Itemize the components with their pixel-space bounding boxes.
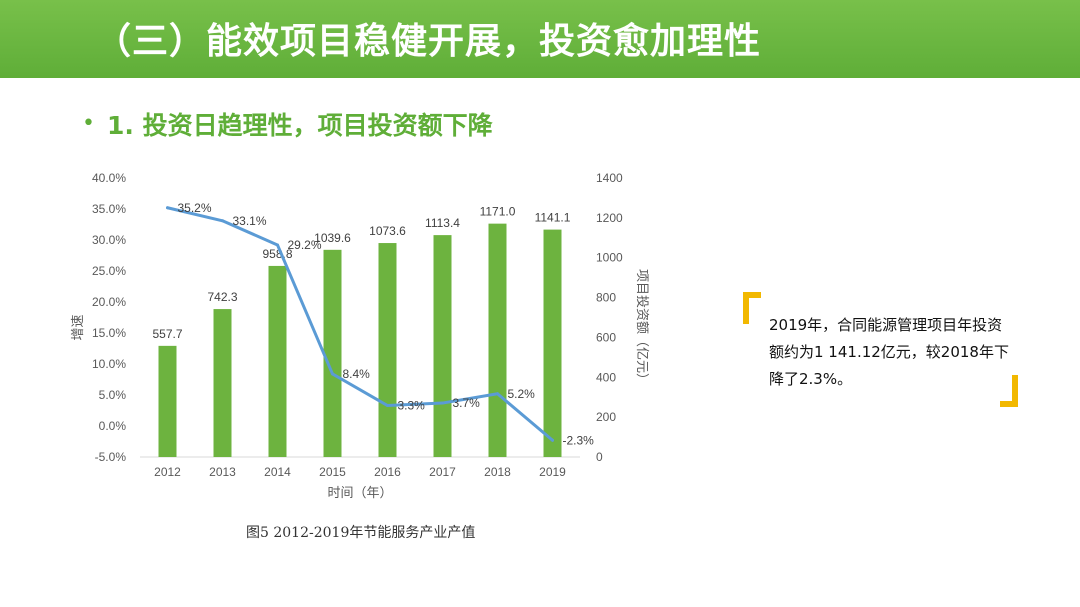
left-axis-tick-label: 10.0% (92, 357, 126, 371)
bar-value-label: 1141.1 (535, 211, 571, 225)
chart-container: -5.0% 0.0% 5.0% 10.0% 15.0% 20.0% 25.0% 30.0% 35… (60, 160, 660, 505)
x-axis-tick-label: 2017 (429, 465, 456, 479)
page-title: （三）能效项目稳健开展，投资愈加理性 (95, 21, 762, 62)
left-axis-tick-label: 5.0% (99, 388, 127, 402)
growth-rate-point (551, 438, 554, 442)
right-axis-title: 项目投资额（亿元） (634, 269, 650, 386)
bar-value-label: 958.8 (262, 247, 292, 261)
section-heading: • 1. 投资日趋理性，项目投资额下降 (82, 106, 493, 142)
right-axis-tick-label: 800 (596, 291, 616, 305)
combo-chart: -5.0% 0.0% 5.0% 10.0% 15.0% 20.0% 25.0% 30.0% 35… (71, 171, 650, 501)
bar-value-label: 1113.4 (425, 216, 460, 230)
bar-value-label: 1073.6 (369, 224, 406, 238)
right-axis-tick-label: 1400 (596, 171, 623, 185)
bar-2012 (158, 345, 177, 457)
growth-rate-point (221, 219, 224, 223)
left-axis-tick-label: 0.0% (99, 419, 127, 433)
left-axis-tick-label: 25.0% (92, 264, 126, 278)
right-axis-tick-label: 400 (596, 370, 616, 384)
bar-value-label: 557.7 (152, 327, 182, 341)
x-axis-tick-label: 2019 (539, 465, 566, 479)
right-axis-tick-label: 200 (596, 410, 616, 424)
close-quote-mark-horizontal (1000, 401, 1018, 407)
header-bar: （三）能效项目稳健开展，投资愈加理性 (0, 0, 1080, 78)
x-axis-tick-label: 2012 (154, 465, 181, 479)
bar-value-label: 742.3 (207, 290, 237, 304)
left-axis-tick-label: -5.0% (95, 450, 127, 464)
line-value-label: 33.1% (233, 214, 267, 228)
x-axis-tick-label: 2015 (319, 465, 346, 479)
x-axis-tick-label: 2014 (264, 465, 291, 479)
callout-box: 2019年，合同能源管理项目年投资额约为1 141.12亿元，较2018年下降了… (743, 292, 1018, 407)
line-value-label: 8.4% (343, 367, 371, 381)
left-axis-tick-label: 40.0% (92, 171, 126, 185)
bar-value-label: 1039.6 (314, 231, 351, 245)
left-axis-tick-label: 15.0% (92, 326, 126, 340)
bar-2015 (323, 249, 342, 457)
figure-caption: 图5 2012-2019年节能服务产业产值 (246, 525, 476, 541)
left-axis-tick-label: 30.0% (92, 233, 126, 247)
right-axis-tick-label: 1000 (596, 251, 623, 265)
growth-rate-point (166, 206, 169, 210)
right-axis-tick-label: 0 (596, 450, 603, 464)
bar-value-label: 1171.0 (480, 205, 516, 219)
open-quote-mark-horizontal (743, 292, 761, 298)
x-axis-title: 时间（年） (327, 486, 392, 501)
bar-2019 (543, 229, 562, 457)
bar-2014 (268, 265, 287, 457)
left-axis-tick-label: 35.0% (92, 202, 126, 216)
close-quote-mark-vertical (1012, 375, 1018, 407)
callout-text: 2019年，合同能源管理项目年投资额约为1 141.12亿元，较2018年下降了… (769, 316, 1009, 388)
left-axis-tick-label: 20.0% (92, 295, 126, 309)
open-quote-mark-vertical (743, 292, 749, 324)
growth-rate-line (166, 206, 554, 442)
growth-rate-point (386, 404, 389, 408)
bar-2017 (433, 235, 452, 457)
left-axis-title: 增速 (71, 314, 86, 340)
bar-2013 (213, 309, 232, 457)
x-axis-tick-label: 2016 (374, 465, 401, 479)
growth-rate-point (496, 392, 499, 396)
growth-rate-point (441, 401, 444, 405)
bar-2018 (488, 223, 507, 457)
section-subtitle: 1. 投资日趋理性，项目投资额下降 (106, 111, 493, 140)
right-axis-tick-label: 1200 (596, 211, 623, 225)
line-value-label: 29.2% (288, 238, 322, 252)
growth-rate-point (331, 372, 334, 376)
growth-rate-point (276, 243, 279, 247)
right-axis-tick-label: 600 (596, 330, 616, 344)
line-value-label: 5.2% (508, 387, 536, 401)
line-value-label: -2.3% (563, 433, 595, 447)
bar-2016 (378, 243, 397, 457)
line-value-label: 3.3% (398, 399, 426, 413)
line-value-label: 3.7% (453, 396, 481, 410)
line-value-label: 35.2% (178, 201, 212, 215)
bullet-dot: • (82, 111, 95, 136)
x-axis-tick-label: 2013 (209, 465, 236, 479)
x-axis-tick-label: 2018 (484, 465, 511, 479)
